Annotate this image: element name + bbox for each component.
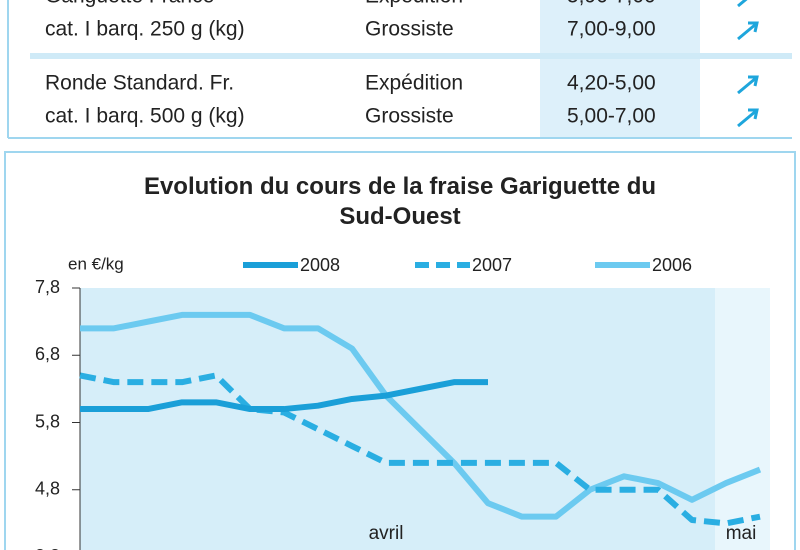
- may-band: [715, 288, 770, 550]
- trend-arrow: [737, 108, 759, 128]
- chart-title: Evolution du cours de la fraise Gariguet…: [143, 173, 657, 230]
- market-label: Expédition: [365, 0, 463, 8]
- y-tick-label: 3,8: [35, 546, 60, 550]
- market-label: Expédition: [365, 72, 463, 95]
- trend-arrow: [737, 0, 748, 8]
- legend-label: 2006: [652, 255, 692, 275]
- plot-area: [80, 288, 770, 550]
- month-label: mai: [726, 523, 757, 544]
- price-label: 4,20-5,00: [567, 72, 656, 95]
- trend-arrow: [737, 21, 759, 41]
- y-tick-label: 4,8: [35, 479, 60, 499]
- y-tick-label: 5,8: [35, 411, 60, 431]
- legend-label: 2007: [472, 255, 512, 275]
- y-tick-label: 7,8: [35, 277, 60, 297]
- price-label: 7,00-9,00: [567, 18, 656, 41]
- month-label: avril: [369, 523, 404, 544]
- chart-frame: [4, 151, 796, 550]
- product-label: cat. I barq. 500 g (kg): [45, 105, 245, 128]
- product-label: Gariguette France: [45, 0, 214, 8]
- price-column: [540, 0, 700, 138]
- series-line: [80, 311, 762, 520]
- legend-label: 2008: [300, 255, 340, 275]
- product-label: Ronde Standard. Fr.: [45, 72, 234, 95]
- price-label: 5,90-7,00: [567, 0, 656, 8]
- series-line: [80, 379, 488, 413]
- series-line: [79, 372, 761, 527]
- market-label: Grossiste: [365, 18, 454, 41]
- price-label: 5,00-7,00: [567, 105, 656, 128]
- product-label: cat. I barq. 250 g (kg): [45, 18, 245, 41]
- trend-arrow: [737, 75, 759, 95]
- market-label: Grossiste: [365, 105, 454, 128]
- y-axis-label: en €/kg: [68, 254, 124, 273]
- y-tick-label: 6,8: [35, 344, 60, 364]
